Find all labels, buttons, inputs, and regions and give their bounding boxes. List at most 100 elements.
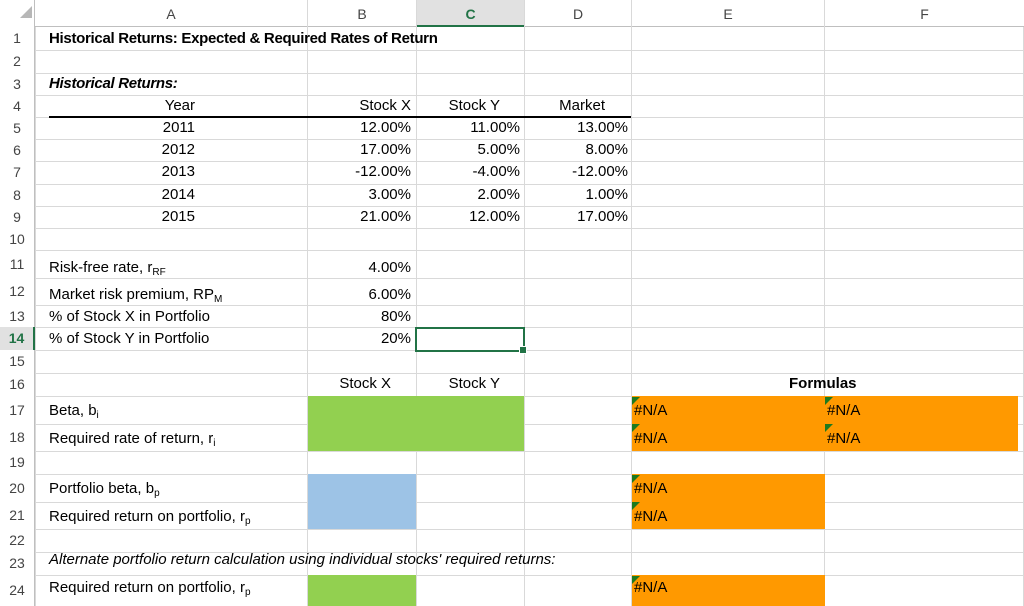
stock-x-cell[interactable]: -12.00% xyxy=(355,163,411,180)
alt-required-formula: #N/A xyxy=(634,579,668,596)
grid-column-line xyxy=(631,0,632,606)
row-header-13[interactable]: 13 xyxy=(0,305,35,327)
row-header-23[interactable]: 23 xyxy=(0,552,35,575)
row-header-14[interactable]: 14 xyxy=(0,327,35,350)
section-title: Historical Returns: xyxy=(49,75,178,92)
row-header-1[interactable]: 1 xyxy=(0,26,35,50)
formula-area-rows-17-18 xyxy=(632,396,1018,451)
grid-row-line xyxy=(0,228,1024,229)
calc-stock-x-header: Stock X xyxy=(339,375,391,392)
grid-row-line xyxy=(0,250,1024,251)
row-header-5[interactable]: 5 xyxy=(0,117,35,139)
stock-x-pct-label: % of Stock X in Portfolio xyxy=(49,308,210,325)
alt-required-label: Required return on portfolio, rp xyxy=(49,579,251,598)
row-header-17[interactable]: 17 xyxy=(0,396,35,424)
fill-handle[interactable] xyxy=(519,346,527,354)
grid-row-line xyxy=(0,278,1024,279)
portfolio-required-formula: #N/A xyxy=(634,508,668,525)
grid-row-line xyxy=(0,502,1024,503)
row-header-2[interactable]: 2 xyxy=(0,50,35,73)
market-risk-premium-label: Market risk premium, RPM xyxy=(49,286,223,305)
stock-y-cell[interactable]: 11.00% xyxy=(470,119,520,136)
grid-row-line xyxy=(0,73,1024,74)
grid-row-line xyxy=(0,50,1024,51)
market-cell[interactable]: 1.00% xyxy=(585,186,628,203)
select-all-icon xyxy=(20,6,32,18)
year-cell[interactable]: 2013 xyxy=(161,163,195,180)
row-header-19[interactable]: 19 xyxy=(0,451,35,474)
row-header-20[interactable]: 20 xyxy=(0,474,35,502)
stock-x-cell[interactable]: 12.00% xyxy=(360,119,411,136)
row-header-22[interactable]: 22 xyxy=(0,529,35,552)
row-header-21[interactable]: 21 xyxy=(0,502,35,529)
column-header-e[interactable]: E xyxy=(632,0,824,27)
beta-required-input-area[interactable] xyxy=(308,396,524,451)
market-cell[interactable]: 13.00% xyxy=(577,119,628,136)
portfolio-required-label: Required return on portfolio, rp xyxy=(49,508,251,527)
year-header: Year xyxy=(164,97,195,114)
alt-portfolio-input-area[interactable] xyxy=(308,575,416,606)
req-y-formula: #N/A xyxy=(827,430,861,447)
column-header-f[interactable]: F xyxy=(825,0,1024,27)
stock-y-cell[interactable]: 12.00% xyxy=(469,208,520,225)
portfolio-beta-label: Portfolio beta, bp xyxy=(49,480,160,499)
row-header-11[interactable]: 11 xyxy=(0,250,35,278)
select-all-corner[interactable] xyxy=(0,0,35,27)
stock-x-pct-value[interactable]: 80% xyxy=(380,308,411,325)
error-indicator-icon xyxy=(632,475,640,483)
year-cell[interactable]: 2011 xyxy=(162,119,195,136)
stock-y-cell[interactable]: 2.00% xyxy=(477,186,520,203)
column-header-a[interactable]: A xyxy=(35,0,307,27)
row-header-15[interactable]: 15 xyxy=(0,350,35,373)
column-header-d[interactable]: D xyxy=(525,0,631,27)
year-cell[interactable]: 2014 xyxy=(161,186,195,203)
column-header-c[interactable]: C xyxy=(417,0,524,27)
row-header-3[interactable]: 3 xyxy=(0,73,35,95)
stock-x-cell[interactable]: 3.00% xyxy=(368,186,411,203)
beta-x-formula: #N/A xyxy=(634,402,668,419)
grid-row-line xyxy=(0,139,1024,140)
market-cell[interactable]: 8.00% xyxy=(585,141,628,158)
row-header-9[interactable]: 9 xyxy=(0,206,35,228)
alt-calc-label: Alternate portfolio return calculation u… xyxy=(49,551,556,568)
required-return-label: Required rate of return, ri xyxy=(49,430,216,449)
stock-x-cell[interactable]: 17.00% xyxy=(360,141,411,158)
market-cell[interactable]: 17.00% xyxy=(577,208,628,225)
row-header-18[interactable]: 18 xyxy=(0,424,35,451)
header-underline xyxy=(49,116,631,118)
grid-row-line xyxy=(0,305,1024,306)
row-header-12[interactable]: 12 xyxy=(0,278,35,305)
grid-row-line xyxy=(0,206,1024,207)
stock-y-cell[interactable]: -4.00% xyxy=(472,163,520,180)
row-header-16[interactable]: 16 xyxy=(0,373,35,396)
portfolio-beta-formula: #N/A xyxy=(634,480,668,497)
row-header-10[interactable]: 10 xyxy=(0,228,35,250)
grid-column-line xyxy=(35,0,36,606)
portfolio-input-area[interactable] xyxy=(308,474,416,529)
req-x-formula: #N/A xyxy=(634,430,668,447)
row-header-7[interactable]: 7 xyxy=(0,161,35,184)
grid-column-line xyxy=(307,0,308,606)
stock-y-pct-value[interactable]: 20% xyxy=(380,330,411,347)
year-cell[interactable]: 2015 xyxy=(161,208,195,225)
stock-x-header: Stock X xyxy=(359,97,411,114)
row-header-24[interactable]: 24 xyxy=(0,575,35,606)
stock-y-cell[interactable]: 5.00% xyxy=(477,141,520,158)
row-header-8[interactable]: 8 xyxy=(0,184,35,206)
grid-row-line xyxy=(0,474,1024,475)
year-cell[interactable]: 2012 xyxy=(161,141,195,158)
grid-column-line xyxy=(524,0,525,606)
row-header-6[interactable]: 6 xyxy=(0,139,35,161)
risk-free-value[interactable]: 4.00% xyxy=(368,259,411,276)
selected-cell-c14[interactable] xyxy=(415,327,525,352)
grid-row-line xyxy=(0,451,1024,452)
market-cell[interactable]: -12.00% xyxy=(572,163,628,180)
stock-y-pct-label: % of Stock Y in Portfolio xyxy=(49,330,210,347)
market-risk-premium-value[interactable]: 6.00% xyxy=(368,286,411,303)
error-indicator-icon xyxy=(632,397,640,405)
grid-row-line xyxy=(0,184,1024,185)
row-header-4[interactable]: 4 xyxy=(0,95,35,117)
grid-column-line xyxy=(824,0,825,606)
stock-x-cell[interactable]: 21.00% xyxy=(360,208,411,225)
column-header-b[interactable]: B xyxy=(308,0,416,27)
